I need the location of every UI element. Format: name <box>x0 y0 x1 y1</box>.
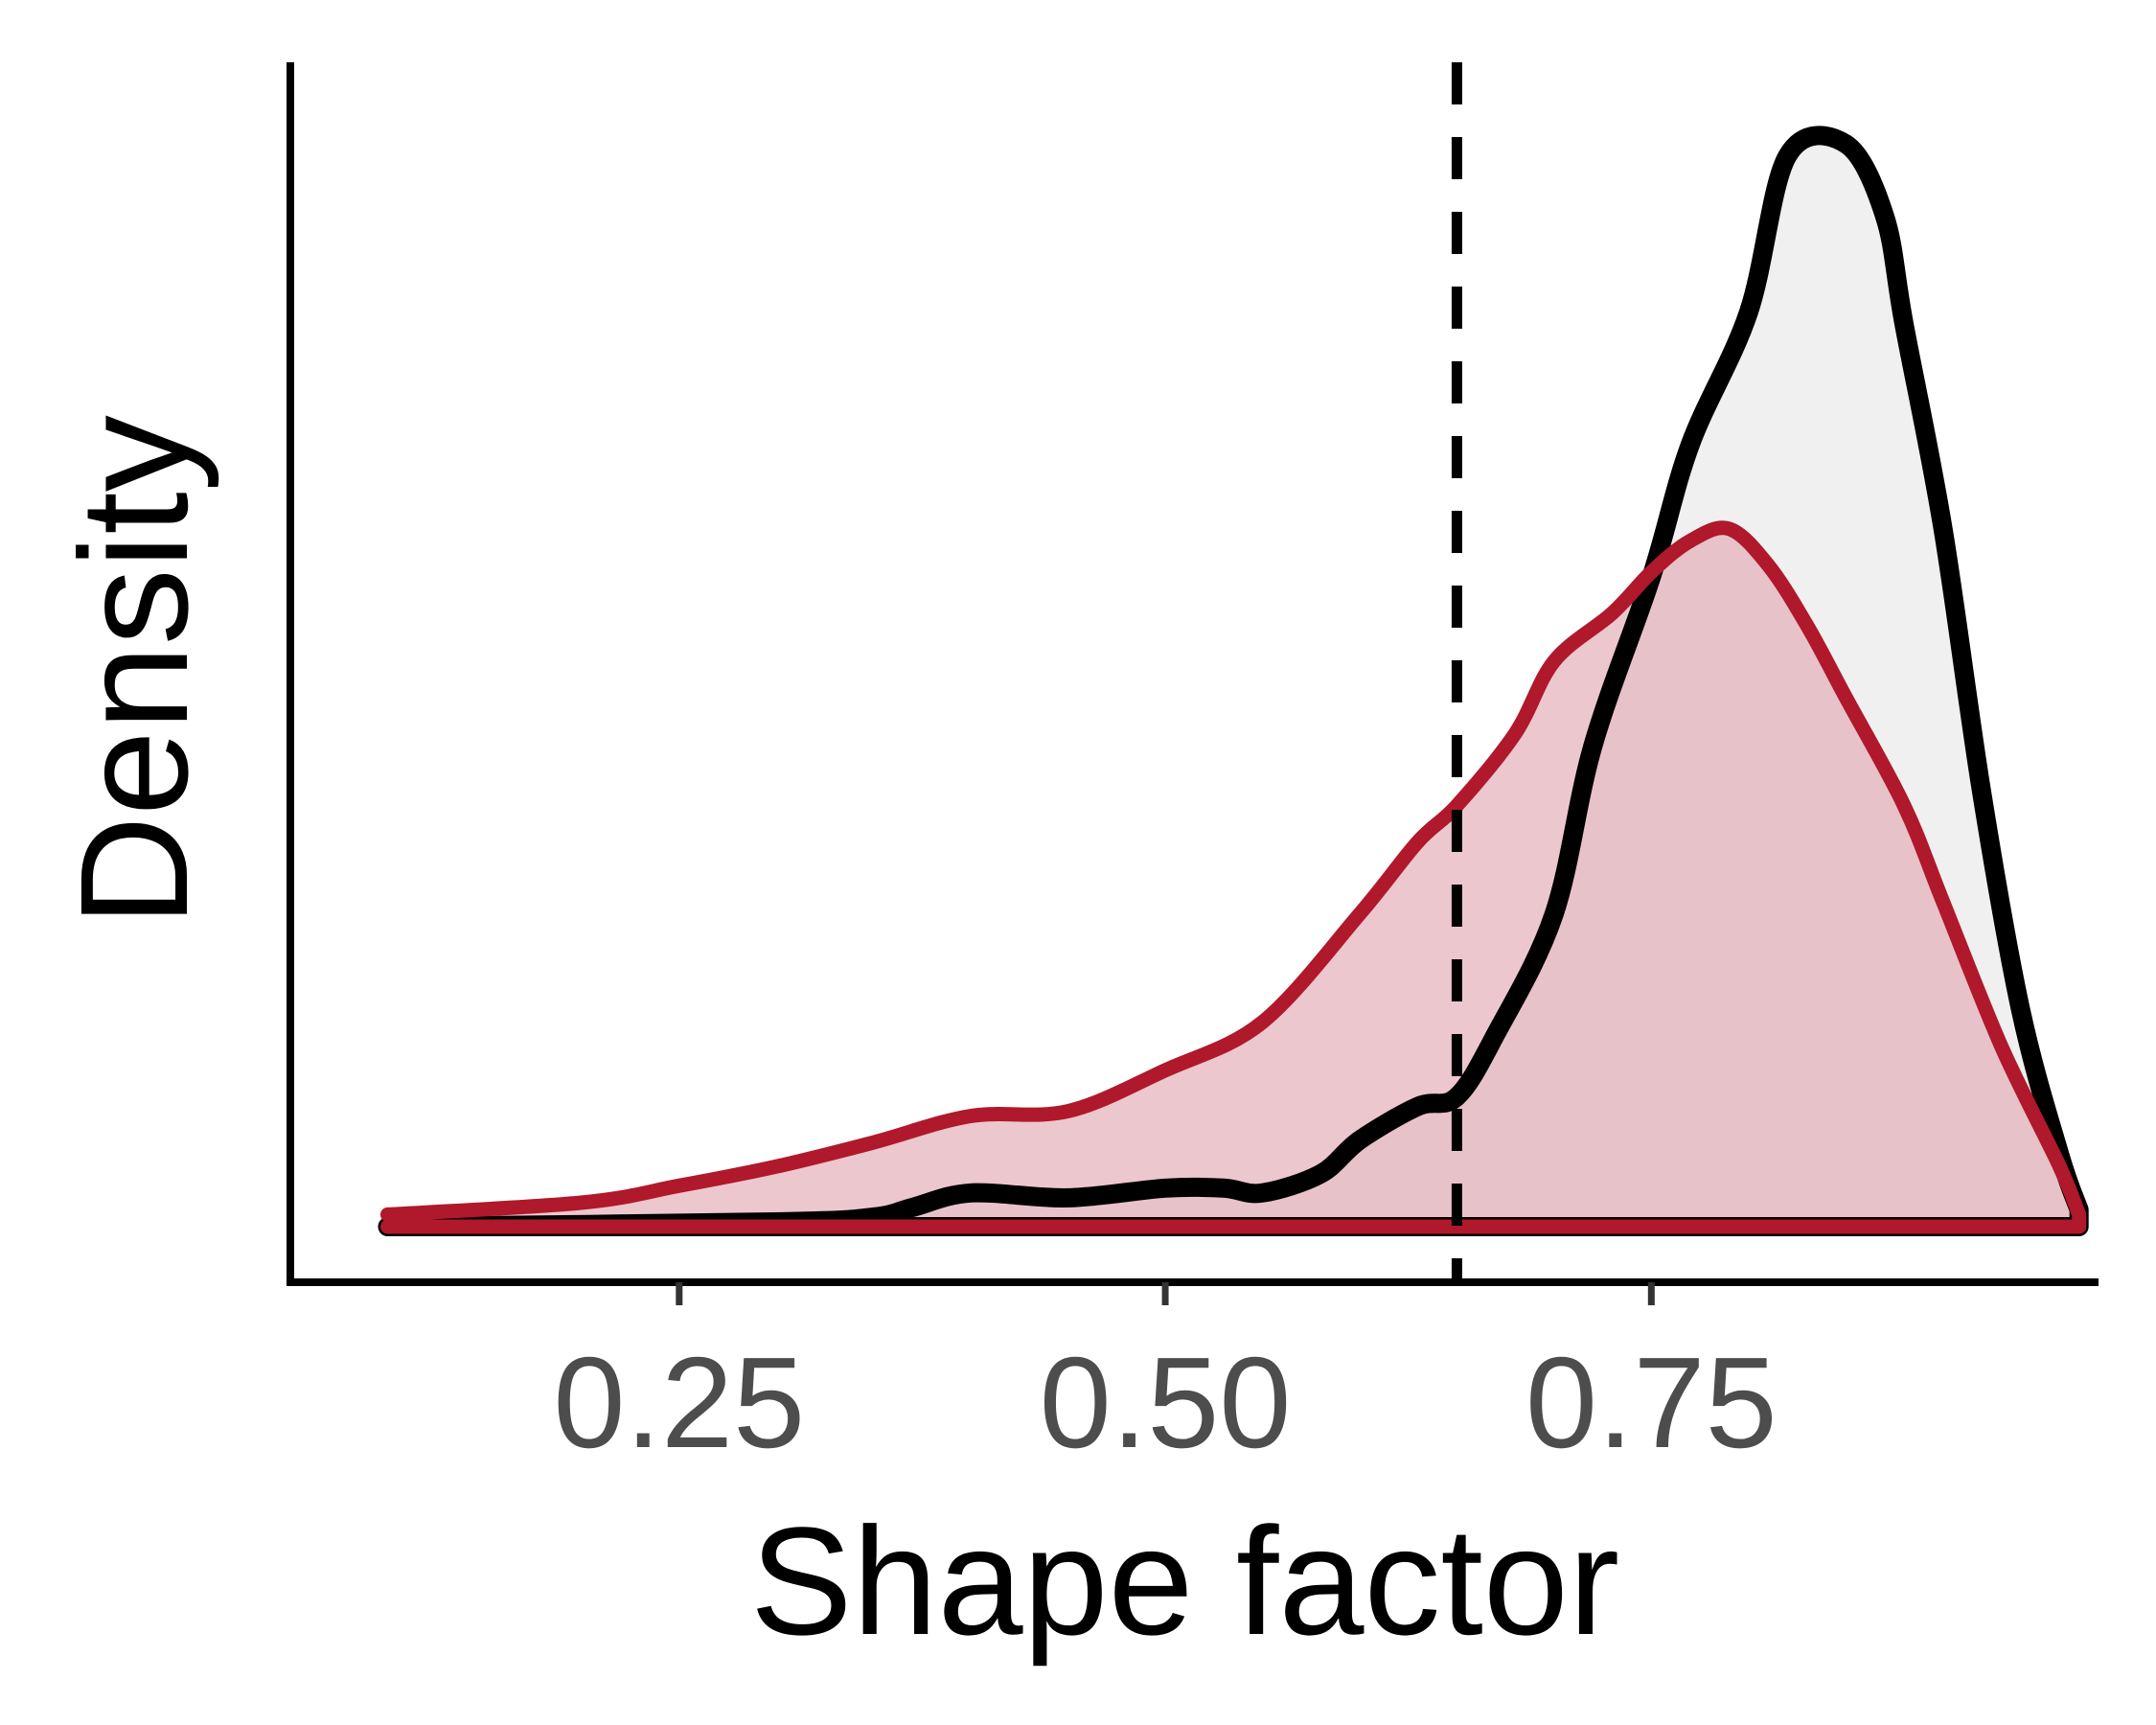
x-axis-ticks: 0.25 0.50 0.75 <box>553 1282 1778 1475</box>
x-tick-label: 0.25 <box>553 1330 805 1475</box>
plot-area <box>378 62 2089 1282</box>
y-axis-title: Density <box>48 415 219 927</box>
series-black-line <box>378 126 2089 1236</box>
series-red-line <box>380 520 2087 1234</box>
x-tick-label: 0.75 <box>1525 1330 1778 1475</box>
x-tick-label: 0.50 <box>1040 1330 1292 1475</box>
x-axis-title: Shape factor <box>750 1495 1619 1667</box>
series-red-area <box>387 527 2079 1227</box>
